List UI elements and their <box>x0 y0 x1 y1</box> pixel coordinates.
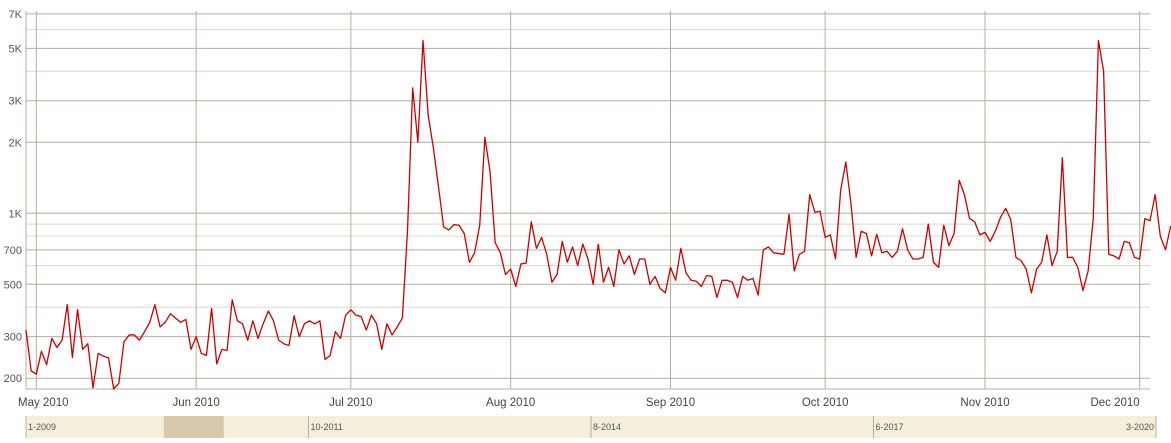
series-line <box>25 39 1171 390</box>
navigator-label: 3-2020 <box>1126 422 1154 432</box>
y-tick-label: 200 <box>4 373 22 385</box>
minor-gridlines <box>26 29 1150 308</box>
y-tick-label: 5K <box>9 43 23 55</box>
x-tick-label: Dec 2010 <box>1090 397 1139 409</box>
x-tick-label: Nov 2010 <box>960 397 1009 409</box>
navigator-label: 6-2017 <box>876 422 904 432</box>
x-tick-label: Jun 2010 <box>172 397 219 409</box>
y-axis-ticks: 200 300 500 700 1K 2K 3K 5K 7K <box>4 9 23 385</box>
y-tick-label: 1K <box>9 208 23 220</box>
x-gridlines <box>35 11 1141 389</box>
navigator-label: 8-2014 <box>593 422 621 432</box>
major-gridlines <box>26 13 1150 379</box>
y-tick-label: 2K <box>9 137 23 149</box>
navigator-selection[interactable] <box>163 416 224 438</box>
x-tick-label: Aug 2010 <box>486 397 535 409</box>
y-tick-label: 300 <box>4 332 22 344</box>
navigator-label: 10-2011 <box>311 422 343 432</box>
y-tick-label: 3K <box>9 96 23 108</box>
x-tick-label: May 2010 <box>18 397 69 409</box>
time-navigator[interactable]: 1-2009 10-2011 8-2014 6-2017 3-2020 <box>25 416 1157 438</box>
y-tick-label: 500 <box>4 279 22 291</box>
navigator-ticks: 1-2009 10-2011 8-2014 6-2017 3-2020 <box>25 416 1157 438</box>
x-tick-label: Jul 2010 <box>329 397 372 409</box>
y-tick-label: 700 <box>4 245 22 257</box>
navigator-label: 1-2009 <box>28 422 56 432</box>
x-tick-label: Oct 2010 <box>802 397 849 409</box>
x-axis-ticks: May 2010 Jun 2010 Jul 2010 Aug 2010 Sep 2010… <box>18 397 1140 409</box>
x-tick-label: Sep 2010 <box>646 397 695 409</box>
y-tick-label: 7K <box>9 9 23 21</box>
